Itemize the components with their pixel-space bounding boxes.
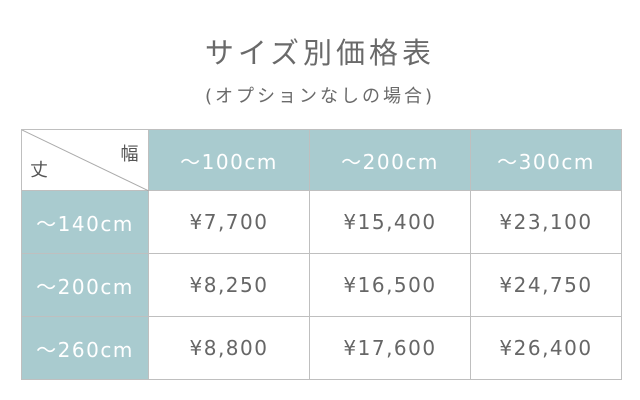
- price-cell: ¥16,500: [309, 253, 471, 317]
- table-row: ～200cm ¥8,250 ¥16,500 ¥24,750: [21, 253, 622, 317]
- price-cell: ¥7,700: [148, 190, 310, 254]
- price-cell: ¥17,600: [309, 316, 471, 380]
- height-label: 丈: [30, 160, 50, 181]
- price-cell: ¥26,400: [470, 316, 622, 380]
- width-label: 幅: [120, 144, 140, 165]
- diagonal-line: [22, 130, 149, 191]
- row-header: ～200cm: [21, 253, 149, 317]
- row-header: ～140cm: [21, 190, 149, 254]
- row-header: ～260cm: [21, 316, 149, 380]
- column-header: ～200cm: [309, 129, 471, 191]
- table-row: ～260cm ¥8,800 ¥17,600 ¥26,400: [21, 316, 622, 380]
- price-cell: ¥24,750: [470, 253, 622, 317]
- page-title: サイズ別価格表: [204, 36, 436, 70]
- page-subtitle: (オプションなしの場合): [204, 86, 436, 107]
- price-cell: ¥8,250: [148, 253, 310, 317]
- price-cell: ¥23,100: [470, 190, 622, 254]
- price-cell: ¥15,400: [309, 190, 471, 254]
- price-table: 幅 丈 ～100cm ～200cm ～300cm ～140cm ¥7,700 ¥…: [21, 129, 622, 380]
- corner-cell: 幅 丈: [21, 129, 149, 191]
- table-row: ～140cm ¥7,700 ¥15,400 ¥23,100: [21, 190, 622, 254]
- column-header: ～300cm: [470, 129, 622, 191]
- price-cell: ¥8,800: [148, 316, 310, 380]
- column-header: ～100cm: [148, 129, 310, 191]
- header-row: 幅 丈 ～100cm ～200cm ～300cm: [21, 129, 622, 191]
